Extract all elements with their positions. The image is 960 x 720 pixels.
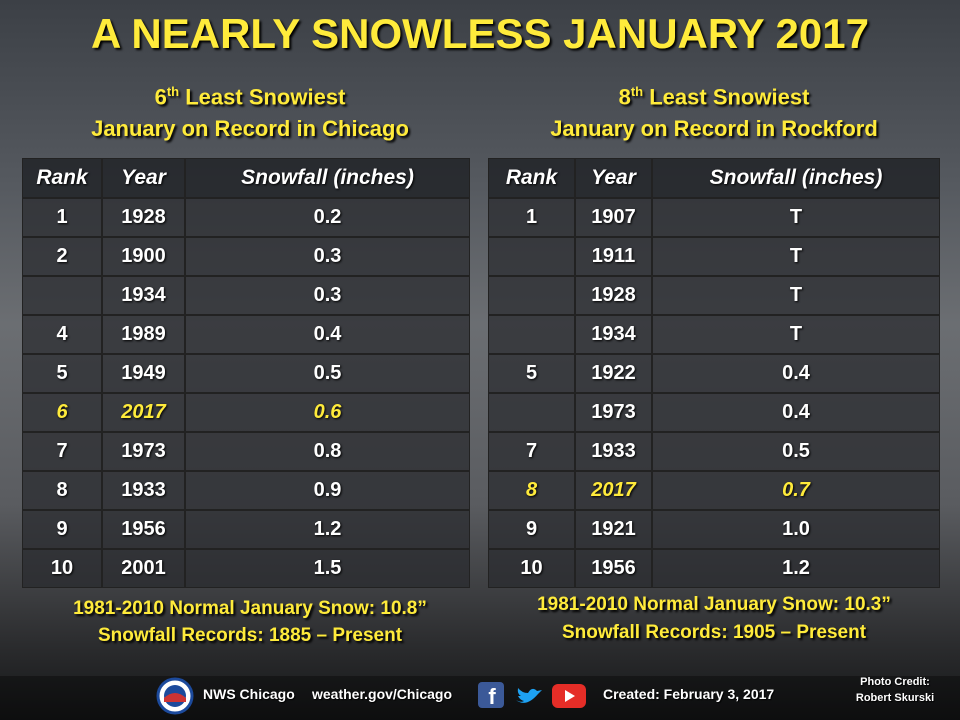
table-cell: 1907 [575, 198, 652, 237]
title: A NEARLY SNOWLESS JANUARY 2017 [90, 10, 869, 57]
table-cell: 1973 [102, 432, 185, 471]
table-cell: 1933 [102, 471, 185, 510]
office: NWS Chicago [203, 686, 295, 702]
table-cell: 8 [22, 471, 102, 510]
table-cell [488, 276, 575, 315]
table-cell: 1.2 [652, 549, 940, 588]
credit-name: Robert Skurski [855, 692, 935, 704]
table-cell [488, 315, 575, 354]
table-cell: 9 [22, 510, 102, 549]
table-cell: 7 [22, 432, 102, 471]
table-cell: 0.4 [185, 315, 470, 354]
table-cell: 1934 [575, 315, 652, 354]
table-cell: T [652, 276, 940, 315]
table-cell: T [652, 315, 940, 354]
table-cell: 2017 [102, 393, 185, 432]
table-cell: 2001 [102, 549, 185, 588]
heading-rank: 6 [154, 84, 167, 110]
table-heading-line2: January on Record in Rockford [550, 116, 878, 141]
table-heading: 8th Least Snowiest [464, 84, 960, 110]
table-cell: T [652, 198, 940, 237]
social-icons: f [478, 682, 586, 709]
table-cell: 0.5 [652, 432, 940, 471]
table-cell: 5 [22, 354, 102, 393]
table-cell: 0.4 [652, 393, 940, 432]
table-cell: 8 [488, 471, 575, 510]
table-cell: 1.0 [652, 510, 940, 549]
column-header: Rank [488, 158, 575, 198]
table-cell: 7 [488, 432, 575, 471]
svg-text:f: f [488, 684, 496, 709]
table-note: 1981-2010 Normal January Snow: 10.3” [537, 594, 891, 615]
table-cell: 10 [488, 549, 575, 588]
table-note: 1981-2010 Normal January Snow: 10.8” [73, 598, 427, 619]
table-cell [488, 393, 575, 432]
table-cell: 9 [488, 510, 575, 549]
table-cell [22, 276, 102, 315]
table-heading: 6th Least Snowiest [0, 84, 500, 110]
table-cell: 2017 [575, 471, 652, 510]
column-header: Rank [22, 158, 102, 198]
table-cell: 1911 [575, 237, 652, 276]
table-cell: 1922 [575, 354, 652, 393]
table-cell: 1989 [102, 315, 185, 354]
noaa-logo [156, 677, 194, 715]
table-cell: 1.2 [185, 510, 470, 549]
column-header: Year [575, 158, 652, 198]
table-cell: T [652, 237, 940, 276]
table-cell: 1900 [102, 237, 185, 276]
heading-rank: 8 [618, 84, 631, 110]
table-cell: 1928 [102, 198, 185, 237]
table-cell: 0.7 [652, 471, 940, 510]
heading-suffix: th [630, 84, 644, 99]
table-cell: 4 [22, 315, 102, 354]
website: weather.gov/Chicago [312, 686, 453, 702]
table-cell: 1956 [575, 549, 652, 588]
table-note: Snowfall Records: 1885 – Present [97, 625, 403, 646]
table-cell: 0.5 [185, 354, 470, 393]
table-cell: 0.8 [185, 432, 470, 471]
table-cell: 0.3 [185, 276, 470, 315]
table-cell: 0.9 [185, 471, 470, 510]
heading-suffix: th [166, 84, 180, 99]
created: Created: February 3, 2017 [603, 686, 775, 702]
heading-text: Least Snowiest [179, 84, 346, 110]
table-cell: 1 [488, 198, 575, 237]
table-heading-line2: January on Record in Chicago [91, 116, 409, 141]
heading-text: Least Snowiest [643, 84, 810, 110]
table-cell: 1949 [102, 354, 185, 393]
table-cell: 5 [488, 354, 575, 393]
table-cell: 1921 [575, 510, 652, 549]
table-cell: 1933 [575, 432, 652, 471]
table-cell: 1 [22, 198, 102, 237]
column-header: Year [102, 158, 185, 198]
column-header: Snowfall (inches) [185, 158, 470, 198]
table-cell: 1973 [575, 393, 652, 432]
table-cell: 2 [22, 237, 102, 276]
table-cell: 10 [22, 549, 102, 588]
table-cell: 1.5 [185, 549, 470, 588]
table-cell: 0.3 [185, 237, 470, 276]
table-cell: 1934 [102, 276, 185, 315]
table-cell: 6 [22, 393, 102, 432]
table-cell: 1928 [575, 276, 652, 315]
table-cell [488, 237, 575, 276]
column-header: Snowfall (inches) [652, 158, 940, 198]
credit-label: Photo Credit: [860, 676, 930, 688]
table-cell: 0.2 [185, 198, 470, 237]
table-cell: 1956 [102, 510, 185, 549]
table-cell: 0.6 [185, 393, 470, 432]
table-cell: 0.4 [652, 354, 940, 393]
table-note: Snowfall Records: 1905 – Present [561, 622, 867, 643]
